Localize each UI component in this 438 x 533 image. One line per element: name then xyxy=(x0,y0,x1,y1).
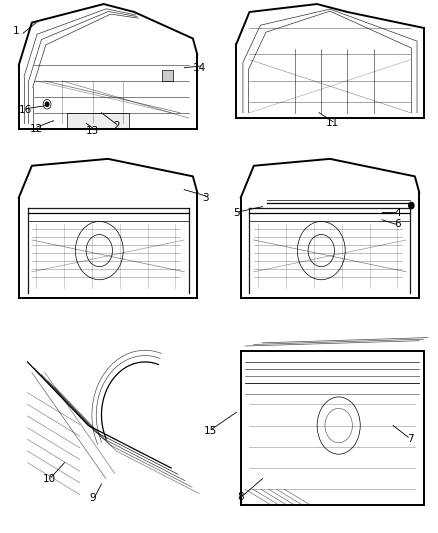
Text: 13: 13 xyxy=(86,126,99,136)
Text: 15: 15 xyxy=(204,426,217,436)
Text: 4: 4 xyxy=(394,208,401,219)
Text: 6: 6 xyxy=(394,219,401,229)
Text: 1: 1 xyxy=(13,26,20,36)
Text: 10: 10 xyxy=(42,474,56,483)
Bar xyxy=(67,114,129,128)
Text: 9: 9 xyxy=(89,493,96,503)
Text: 8: 8 xyxy=(237,492,244,502)
Text: 12: 12 xyxy=(30,124,43,134)
Text: 2: 2 xyxy=(113,121,120,131)
Circle shape xyxy=(409,203,414,209)
Text: 3: 3 xyxy=(203,192,209,203)
Text: 5: 5 xyxy=(233,208,240,219)
Text: 16: 16 xyxy=(19,105,32,115)
Text: 7: 7 xyxy=(407,434,414,444)
Bar xyxy=(162,70,173,81)
Text: 14: 14 xyxy=(193,63,206,72)
Circle shape xyxy=(46,102,49,107)
Text: 11: 11 xyxy=(325,118,339,128)
